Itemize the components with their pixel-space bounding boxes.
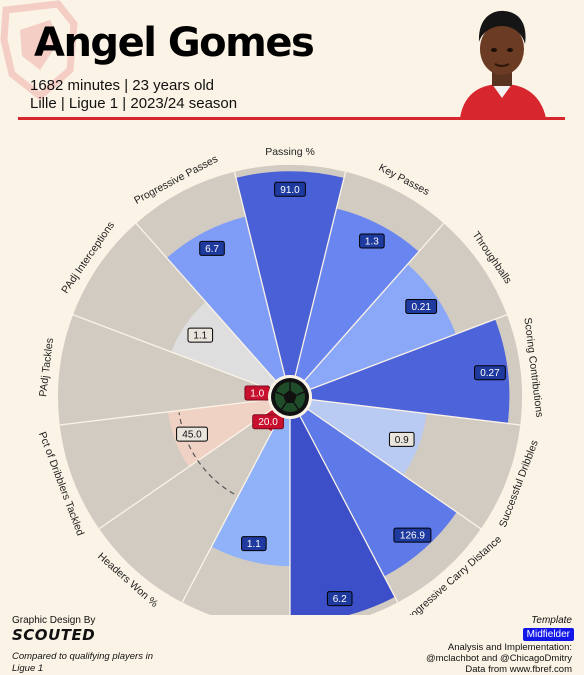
design-credit-label: Graphic Design By	[12, 615, 96, 626]
badge-successful-dribbles: 0.9	[388, 431, 415, 447]
badge-progressive-carry-distance: 126.9	[393, 527, 432, 543]
slice-separators	[59, 171, 521, 615]
badge-key-passes: 1.3	[359, 233, 385, 249]
data-source: Data from www.fbref.com	[465, 664, 572, 675]
template-label: Template	[531, 615, 572, 626]
separator-passing	[233, 171, 291, 398]
bar-padj-interceptions	[171, 301, 276, 390]
value-padj-tackles: 1.0	[250, 389, 264, 400]
badge-headers-won: 20.0	[252, 414, 285, 430]
value-successful-dribbles: 0.9	[395, 435, 409, 446]
slice-bars	[166, 171, 510, 615]
value-progressive-passes: 6.7	[205, 244, 219, 255]
slice-bg-padj-tackles	[58, 314, 270, 425]
club-league-season: Lille | Ligue 1 | 2023/24 season	[30, 95, 238, 112]
badge-fouls: 1.1	[241, 536, 267, 552]
separator-successful-dribbles	[289, 396, 521, 426]
badge-passing: 91.0	[274, 181, 306, 197]
reference-arc	[178, 412, 235, 495]
separator-turnovers	[289, 396, 399, 603]
scouted-logo: SCOUTED	[12, 626, 96, 644]
separator-throughballs	[289, 222, 445, 398]
value-throughballs: 0.21	[411, 302, 431, 313]
value-pct-of-dribblers-tackled: 45.0	[182, 430, 202, 441]
analysis-credit-names: @mclachbot and @ChicagoDmitry	[425, 653, 572, 664]
value-badges: 91.0 1.3 0.21 0.27 0.9 126.9 6.2 1.1 20.0 45.0 1.0…	[176, 181, 506, 607]
separator-padj-interceptions	[72, 314, 291, 398]
bar-pct-of-dribblers-tackled	[168, 399, 272, 467]
separator-progressive-passes	[135, 222, 291, 398]
comparison-note: Compared to qualifying players in Ligue …	[12, 651, 153, 674]
football-icon	[268, 375, 312, 419]
radar-chart: 91.0 1.3 0.21 0.27 0.9 126.9 6.2 1.1 20.0 45.0 1.0…	[36, 146, 545, 615]
value-progressive-carry-distance: 126.9	[400, 531, 425, 542]
separator-padj-tackles	[59, 396, 291, 426]
player-name: Angel Gomes	[34, 20, 315, 66]
separator-scoring-contributions	[289, 314, 508, 398]
header-divider	[18, 117, 565, 120]
bar-turnovers	[290, 416, 395, 615]
separator-key-passes	[289, 171, 347, 398]
badge-scoring-contributions: 0.27	[474, 365, 506, 381]
value-fouls: 1.1	[247, 539, 261, 550]
separator-progressive-carry-distance	[289, 396, 482, 530]
analysis-credit-label: Analysis and Implementation:	[447, 642, 572, 653]
label-padj-tackles: PAdj Tackles	[37, 337, 56, 397]
label-scoring-contributions: Scoring Contributions	[521, 317, 545, 418]
label-passing: Passing %	[265, 146, 315, 158]
bar-fouls	[211, 416, 290, 566]
bar-throughballs	[304, 264, 456, 390]
value-key-passes: 1.3	[365, 236, 379, 247]
separator-headers-won	[181, 396, 291, 603]
value-scoring-contributions: 0.27	[480, 368, 500, 379]
bar-successful-dribbles	[308, 399, 427, 476]
bar-passing	[235, 171, 345, 376]
badge-progressive-passes: 6.7	[199, 240, 225, 256]
minutes-age: 1682 minutes | 23 years old	[30, 77, 215, 94]
badge-pct-of-dribblers-tackled: 45.0	[176, 426, 208, 442]
template-badge: Midfielder	[522, 628, 574, 641]
value-padj-interceptions: 1.1	[193, 331, 207, 342]
value-turnovers: 6.2	[333, 594, 347, 605]
value-passing: 91.0	[280, 185, 300, 196]
bar-scoring-contributions	[310, 319, 510, 424]
lille-crest-watermark	[0, 0, 78, 100]
value-headers-won: 20.0	[258, 417, 278, 428]
player-photo	[460, 10, 546, 118]
badge-padj-tackles: 1.0	[244, 385, 271, 401]
badge-throughballs: 0.21	[405, 298, 438, 314]
badge-padj-interceptions: 1.1	[187, 327, 214, 343]
slice-bg-headers-won	[99, 409, 280, 603]
badge-turnovers: 6.2	[326, 591, 353, 607]
